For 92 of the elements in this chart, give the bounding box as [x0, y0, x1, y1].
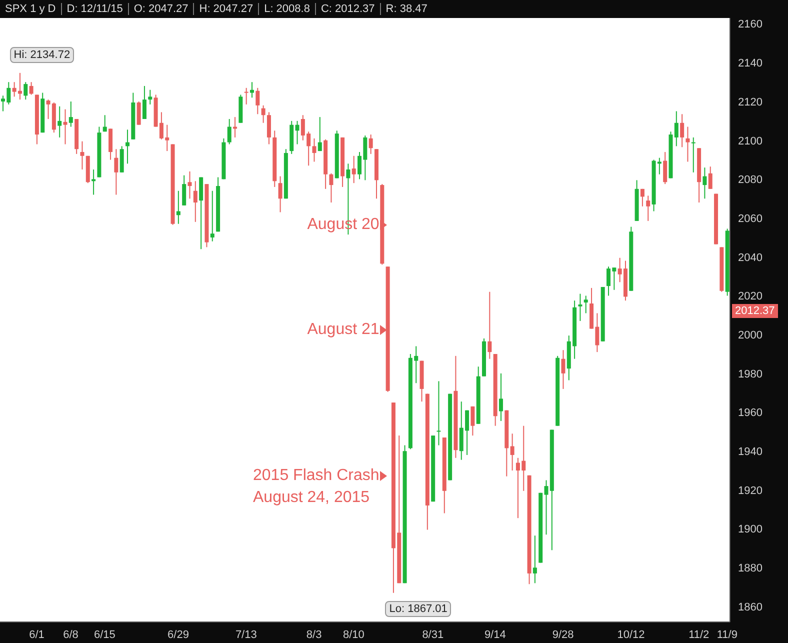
text: 2012.37: [732, 304, 778, 318]
candlestick: [136, 101, 141, 126]
candlestick: [125, 129, 130, 164]
candlestick: [68, 101, 73, 128]
y-tick-label: 2100: [738, 135, 762, 148]
candlestick: [114, 148, 118, 196]
annotation: 2015 Flash Crash August 24, 2015: [253, 466, 380, 508]
candlestick: [266, 112, 271, 145]
x-tick-label: 9/14: [484, 628, 506, 641]
text: H: 2047.27: [193, 3, 258, 15]
candlestick: [24, 82, 28, 100]
annotation: Hi: 2134.72: [10, 46, 74, 63]
candlestick: [295, 120, 300, 145]
annotation: Lo: 1867.01: [385, 600, 452, 617]
y-tick-label: 1960: [738, 407, 762, 420]
candlestick: [120, 146, 124, 173]
candlestick: [193, 180, 198, 222]
text: O: 2047.27: [128, 3, 194, 15]
text: C: 2012.37: [314, 3, 380, 15]
candlestick: [188, 170, 192, 200]
candlestick: [646, 195, 650, 222]
x-tick-label: 8/3: [306, 628, 322, 641]
candlestick: [352, 155, 356, 184]
candlestick: [92, 168, 96, 196]
x-tick-label: 8/31: [422, 628, 444, 641]
text: D: 12/11/15: [60, 3, 128, 15]
y-tick-label: 2120: [738, 96, 762, 108]
x-tick-label: 8/10: [342, 628, 364, 641]
x-tick-label: 6/15: [94, 628, 116, 641]
candlestick: [261, 104, 266, 124]
candlestick: [278, 176, 282, 213]
y-tick-label: 1880: [738, 562, 762, 575]
y-tick-label: 1860: [738, 601, 762, 614]
candlestick: [148, 89, 152, 105]
candlestick: [470, 406, 475, 436]
candlestick: [329, 172, 334, 203]
candlestick: [584, 295, 588, 314]
y-tick-label: 2060: [738, 212, 762, 225]
candlestick: [176, 190, 180, 224]
candlestick: [182, 174, 186, 206]
candlestick: [108, 128, 113, 160]
y-tick-label: 1900: [738, 524, 762, 536]
candlestick: [498, 372, 503, 422]
x-tick-label: 11/9: [716, 628, 738, 641]
x-tick-label: 7/13: [235, 628, 257, 641]
candlestick: [561, 350, 566, 390]
y-tick-label: 2140: [738, 58, 762, 70]
y-tick-label: 2080: [738, 174, 762, 186]
candlestick: [691, 136, 696, 173]
candlestick: [80, 140, 84, 170]
candlestick: [63, 108, 68, 145]
candlestick: [532, 535, 537, 584]
candlestick: [488, 291, 492, 360]
candlestick: [244, 87, 248, 105]
candlestick: [102, 114, 107, 132]
candlestick: [250, 82, 254, 98]
candlestick: [578, 293, 582, 322]
candlestick: [708, 166, 712, 190]
candlestick: [702, 167, 707, 200]
y-tick-label: 1940: [738, 446, 762, 458]
candlestick: [227, 118, 232, 145]
candlestick: [58, 106, 62, 138]
candlestick: [312, 138, 316, 162]
x-tick-label: 11/2: [688, 628, 710, 641]
x-tick-label: 6/29: [168, 628, 189, 641]
candlestick: [640, 188, 644, 207]
candlestick: [199, 176, 204, 250]
y-tick-label: 1920: [738, 484, 762, 497]
candlestick: [29, 82, 34, 96]
candlestick: [510, 433, 514, 472]
x-tick-label: 10/12: [617, 628, 645, 641]
annotation: August 21: [307, 320, 380, 340]
y-tick-label: 2160: [738, 18, 762, 31]
candlestick: [210, 190, 214, 242]
candlestick: [256, 87, 260, 115]
y-tick-label: 2020: [738, 290, 762, 303]
candlestick: [436, 380, 441, 446]
candlestick: [663, 152, 668, 185]
candlestick: [680, 114, 684, 148]
text: L: 2008.8: [258, 3, 315, 15]
candlestick: [142, 85, 146, 120]
candlestick: [318, 116, 322, 152]
y-tick-label: 2000: [738, 329, 762, 342]
candlestick: [368, 134, 373, 154]
y-tick-label: 1980: [738, 368, 762, 380]
x-tick-label: 6/8: [63, 628, 78, 641]
text: SPX 1 y D: [4, 3, 57, 15]
text: R: 38.47: [380, 3, 432, 15]
x-tick-label: 6/1: [29, 628, 44, 641]
candlestick: [686, 126, 690, 162]
y-tick-label: 2040: [738, 252, 762, 264]
x-tick-label: 9/28: [552, 628, 574, 641]
